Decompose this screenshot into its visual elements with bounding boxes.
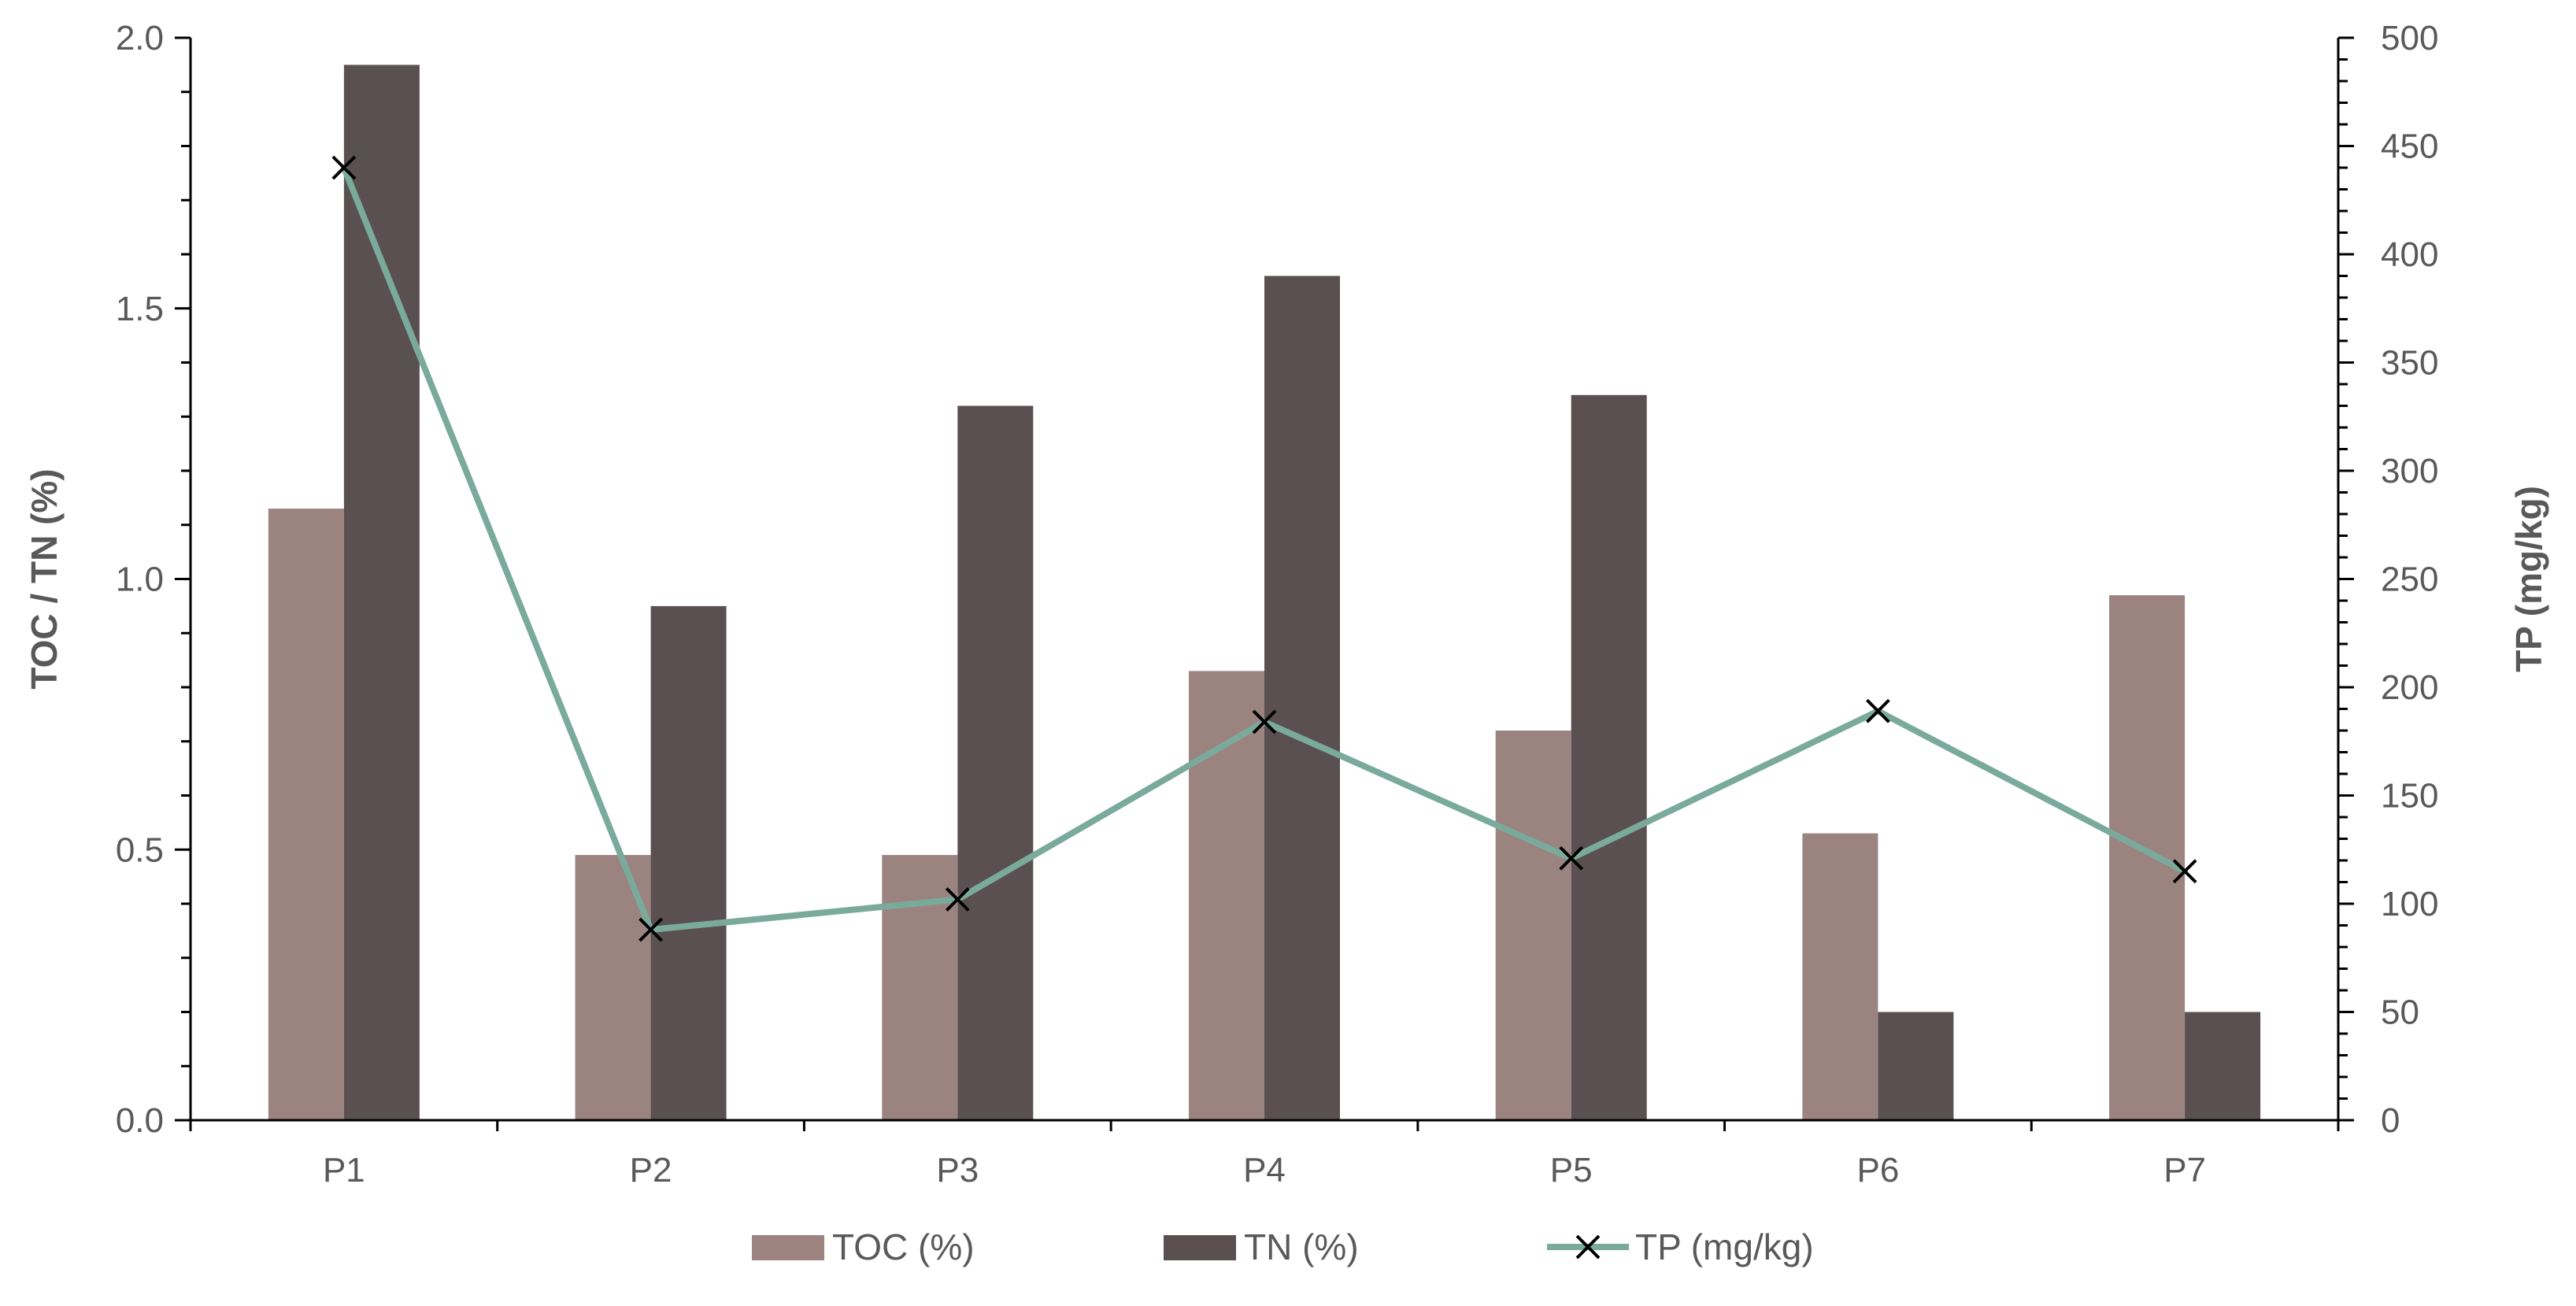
bar-toc-p4 [1189, 671, 1264, 1120]
right-tick-label: 100 [2381, 885, 2438, 923]
bar-toc-p3 [882, 855, 958, 1120]
x-tick-label: P6 [1857, 1151, 1900, 1189]
legend-label: TN (%) [1244, 1226, 1359, 1267]
left-tick-label: 0.0 [116, 1101, 164, 1140]
right-tick-label: 50 [2381, 993, 2419, 1032]
bar-toc-p5 [1495, 731, 1571, 1120]
bar-tn-p7 [2185, 1012, 2261, 1120]
x-tick-label: P7 [2163, 1151, 2206, 1189]
legend-marker [1575, 1234, 1601, 1260]
right-axis-title: TP (mg/kg) [2508, 486, 2549, 672]
labels-layer: 0.0 0.5 1.0 1.5 2.0 0 50 100 150 200 250 300 350 400 4… [24, 19, 2549, 1189]
x-tick-label: P4 [1243, 1151, 1286, 1189]
tp-point-p5 [1559, 845, 1584, 871]
legend-item-tp: TP (mg/kg) [1547, 1226, 1814, 1267]
legend-label: TP (mg/kg) [1635, 1226, 1814, 1267]
x-tick-label: P3 [936, 1151, 979, 1189]
right-tick-label: 400 [2381, 235, 2438, 274]
left-tick-label: 1.5 [116, 290, 164, 328]
right-tick-label: 350 [2381, 344, 2438, 383]
legend-label: TOC (%) [832, 1226, 975, 1267]
left-tick-label: 1.0 [116, 561, 164, 599]
legend-item-tn: TN (%) [1164, 1226, 1359, 1267]
bar-tn-p2 [650, 605, 727, 1120]
left-tick-label: 0.5 [116, 831, 164, 869]
legend-swatch [752, 1235, 824, 1260]
tp-point-p2 [638, 917, 663, 942]
bar-tn-p6 [1878, 1012, 1954, 1120]
right-tick-label: 0 [2381, 1101, 2400, 1140]
bar-toc-p1 [268, 509, 344, 1120]
right-tick-label: 300 [2381, 452, 2438, 490]
tp-point-p6 [1866, 698, 1890, 723]
right-tick-label: 500 [2381, 19, 2438, 57]
line-layer [331, 155, 2197, 942]
right-tick-label: 200 [2381, 668, 2438, 707]
axes-layer [175, 36, 2354, 1131]
x-tick-label: P1 [323, 1151, 365, 1189]
tp-point-p4 [1252, 709, 1277, 734]
bar-toc-p7 [2109, 595, 2186, 1120]
tp-point-p7 [2172, 859, 2197, 884]
bar-tn-p1 [343, 65, 420, 1120]
bar-tn-p4 [1264, 276, 1340, 1120]
left-axis-title: TOC / TN (%) [24, 468, 65, 689]
bar-toc-p6 [1802, 833, 1878, 1120]
bar-tn-p3 [957, 405, 1034, 1120]
left-tick-label: 2.0 [116, 19, 164, 57]
tp-point-p1 [331, 155, 357, 180]
x-tick-label: P5 [1550, 1151, 1593, 1189]
x-tick-label: P2 [630, 1151, 672, 1189]
right-tick-label: 150 [2381, 777, 2438, 816]
legend: TOC (%) TN (%) TP (mg/kg) [752, 1226, 1814, 1267]
bar-tn-p5 [1571, 394, 1647, 1121]
right-tick-label: 450 [2381, 128, 2438, 166]
right-tick-label: 250 [2381, 561, 2438, 599]
bars-layer [268, 65, 2261, 1121]
tp-point-p3 [945, 887, 970, 912]
legend-item-toc: TOC (%) [752, 1226, 975, 1267]
legend-swatch [1164, 1235, 1236, 1260]
